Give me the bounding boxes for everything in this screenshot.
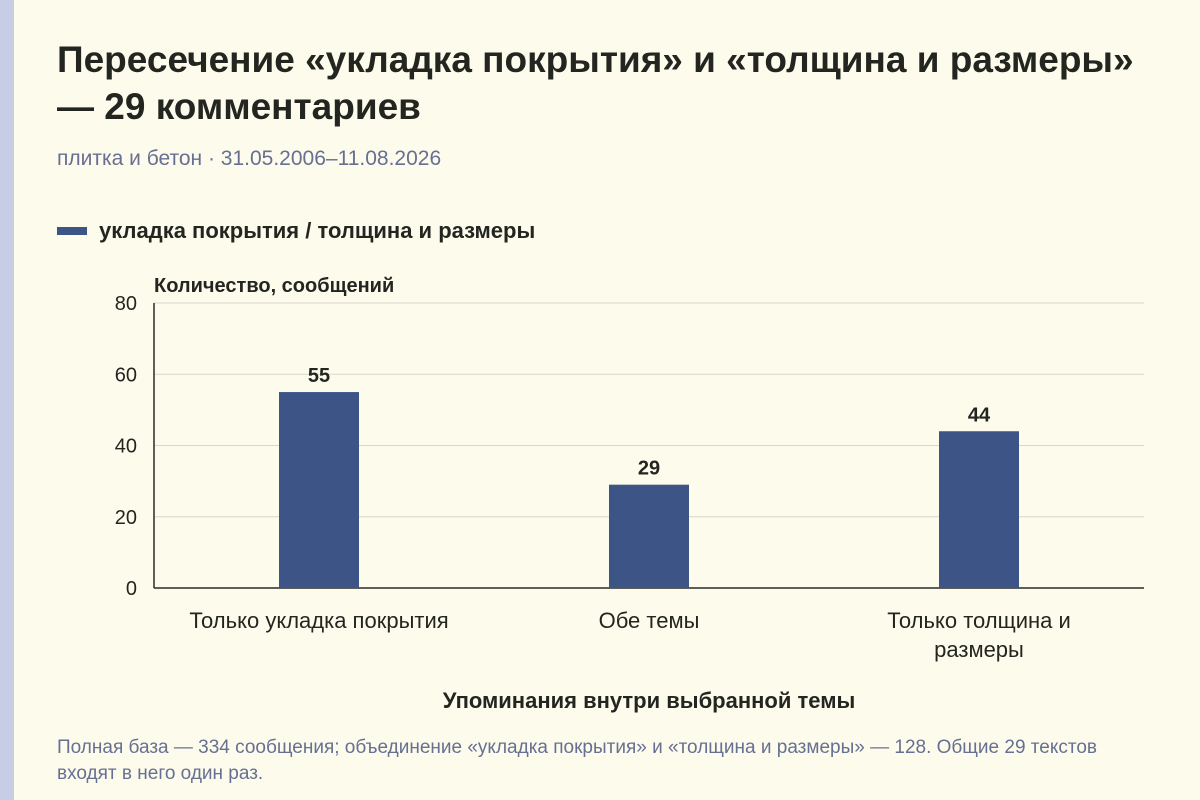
data-label: 55 — [308, 365, 330, 387]
footnote: Полная база — 334 сообщения; объединение… — [57, 737, 1098, 784]
x-tick-label: Только толщина и — [887, 608, 1071, 633]
chart-title: Пересечение «укладка покрытия» и «толщин… — [57, 39, 1134, 127]
data-label: 29 — [638, 458, 660, 480]
data-label: 44 — [968, 404, 991, 426]
x-tick-label: Только укладка покрытия — [189, 608, 448, 633]
y-axis-title: Количество, сообщений — [154, 275, 394, 297]
bar — [609, 484, 689, 588]
x-tick-label: Обе темы — [599, 608, 700, 633]
y-tick-label: 80 — [115, 293, 137, 315]
legend-swatch — [57, 227, 87, 235]
bar — [279, 392, 359, 588]
x-axis-title: Упоминания внутри выбранной темы — [443, 688, 856, 713]
legend-label: укладка покрытия / толщина и размеры — [99, 218, 536, 243]
y-tick-label: 0 — [126, 578, 137, 600]
y-tick-label: 60 — [115, 364, 137, 386]
chart-subtitle: плитка и бетон · 31.05.2006–11.08.2026 — [57, 147, 442, 170]
y-tick-label: 40 — [115, 436, 137, 458]
left-accent-strip — [0, 0, 14, 800]
legend: укладка покрытия / толщина и размеры — [57, 218, 535, 244]
bar — [939, 431, 1019, 588]
x-tick-label: размеры — [934, 637, 1024, 662]
y-tick-label: 20 — [115, 507, 137, 529]
